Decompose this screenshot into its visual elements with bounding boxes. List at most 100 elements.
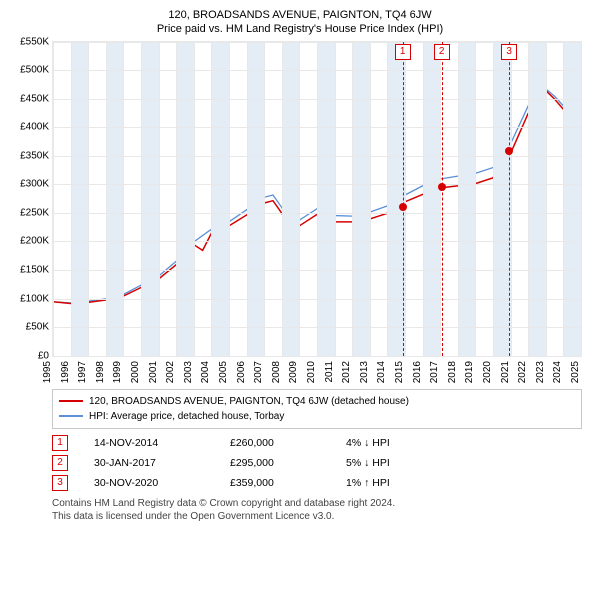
x-tick-label: 2011 (324, 361, 335, 383)
year-shade (423, 42, 441, 356)
year-shade (71, 42, 89, 356)
y-gridline (53, 356, 581, 357)
x-gridline (528, 42, 529, 356)
year-shade (176, 42, 194, 356)
x-gridline (123, 42, 124, 356)
transactions-table: 114-NOV-2014£260,0004% ↓ HPI230-JAN-2017… (52, 435, 590, 491)
year-shade (317, 42, 335, 356)
x-gridline (106, 42, 107, 356)
transaction-marker-label: 2 (434, 44, 450, 60)
transaction-index-box: 1 (52, 435, 68, 451)
x-tick-label: 1998 (95, 361, 106, 383)
x-tick-label: 2005 (218, 361, 229, 383)
legend-label: HPI: Average price, detached house, Torb… (89, 409, 284, 424)
x-tick-label: 2023 (535, 361, 546, 383)
legend: 120, BROADSANDS AVENUE, PAIGNTON, TQ4 6J… (52, 389, 582, 429)
x-gridline (335, 42, 336, 356)
y-tick-label: £0 (7, 350, 49, 361)
transaction-date: 14-NOV-2014 (94, 437, 204, 449)
transaction-marker-line (403, 42, 404, 356)
x-gridline (563, 42, 564, 356)
x-tick-label: 2001 (147, 361, 158, 383)
x-gridline (247, 42, 248, 356)
x-tick-label: 2008 (271, 361, 282, 383)
footer-line-1: Contains HM Land Registry data © Crown c… (52, 497, 590, 510)
x-tick-label: 2003 (183, 361, 194, 383)
plot-area: £0£50K£100K£150K£200K£250K£300K£350K£400… (52, 41, 582, 357)
transaction-delta: 4% ↓ HPI (346, 437, 390, 449)
year-shade (563, 42, 581, 356)
transaction-marker-label: 3 (501, 44, 517, 60)
y-tick-label: £150K (7, 264, 49, 275)
x-gridline (229, 42, 230, 356)
y-tick-label: £450K (7, 93, 49, 104)
x-gridline (159, 42, 160, 356)
attribution-footer: Contains HM Land Registry data © Crown c… (52, 497, 590, 523)
x-gridline (141, 42, 142, 356)
x-gridline (282, 42, 283, 356)
x-gridline (405, 42, 406, 356)
transaction-dot (438, 183, 446, 191)
x-gridline (211, 42, 212, 356)
legend-item: HPI: Average price, detached house, Torb… (59, 409, 575, 424)
x-tick-label: 2021 (499, 361, 510, 383)
x-gridline (370, 42, 371, 356)
year-shade (493, 42, 511, 356)
x-tick-label: 2022 (517, 361, 528, 383)
x-tick-label: 2002 (165, 361, 176, 383)
y-tick-label: £400K (7, 122, 49, 133)
x-tick-label: 1995 (42, 361, 53, 383)
y-tick-label: £300K (7, 179, 49, 190)
transaction-dot (399, 203, 407, 211)
y-tick-label: £100K (7, 293, 49, 304)
x-tick-label: 2016 (411, 361, 422, 383)
chart-titles: 120, BROADSANDS AVENUE, PAIGNTON, TQ4 6J… (10, 8, 590, 37)
y-tick-label: £200K (7, 236, 49, 247)
x-gridline (546, 42, 547, 356)
x-gridline (387, 42, 388, 356)
x-tick-label: 2010 (306, 361, 317, 383)
y-tick-label: £550K (7, 36, 49, 47)
transaction-dot (505, 147, 513, 155)
x-tick-label: 2012 (341, 361, 352, 383)
x-tick-label: 1996 (59, 361, 70, 383)
chart: £0£50K£100K£150K£200K£250K£300K£350K£400… (52, 41, 582, 381)
x-tick-label: 1997 (77, 361, 88, 383)
x-tick-label: 2009 (288, 361, 299, 383)
x-tick-label: 2019 (464, 361, 475, 383)
legend-label: 120, BROADSANDS AVENUE, PAIGNTON, TQ4 6J… (89, 394, 409, 409)
x-gridline (511, 42, 512, 356)
x-tick-label: 2014 (376, 361, 387, 383)
transaction-row: 1 14-NOV-2014 £260,000 4% ↓ HPI (52, 435, 590, 451)
year-shade (458, 42, 476, 356)
year-shade (247, 42, 265, 356)
x-tick-label: 2007 (253, 361, 264, 383)
transaction-index-box: 3 (52, 475, 68, 491)
x-gridline (176, 42, 177, 356)
title-line-2: Price paid vs. HM Land Registry's House … (10, 22, 590, 36)
y-tick-label: £250K (7, 207, 49, 218)
x-tick-label: 2000 (130, 361, 141, 383)
legend-swatch (59, 400, 83, 402)
year-shade (282, 42, 300, 356)
transaction-marker-line (509, 42, 510, 356)
transaction-index-box: 2 (52, 455, 68, 471)
legend-item: 120, BROADSANDS AVENUE, PAIGNTON, TQ4 6J… (59, 394, 575, 409)
x-gridline (194, 42, 195, 356)
transaction-row: 230-JAN-2017£295,0005% ↓ HPI (52, 455, 590, 471)
year-shade (211, 42, 229, 356)
transaction-marker-line (442, 42, 443, 356)
year-shade (106, 42, 124, 356)
x-tick-label: 2024 (552, 361, 563, 383)
x-tick-label: 2006 (235, 361, 246, 383)
transaction-delta: 5% ↓ HPI (346, 457, 390, 469)
year-shade (352, 42, 370, 356)
y-tick-label: £500K (7, 65, 49, 76)
transaction-row: 330-NOV-2020£359,0001% ↑ HPI (52, 475, 590, 491)
x-tick-label: 2017 (429, 361, 440, 383)
x-tick-label: 2018 (447, 361, 458, 383)
x-gridline (581, 42, 582, 356)
x-gridline (264, 42, 265, 356)
transaction-price: £295,000 (230, 457, 320, 469)
transaction-price: £260,000 (230, 437, 320, 449)
